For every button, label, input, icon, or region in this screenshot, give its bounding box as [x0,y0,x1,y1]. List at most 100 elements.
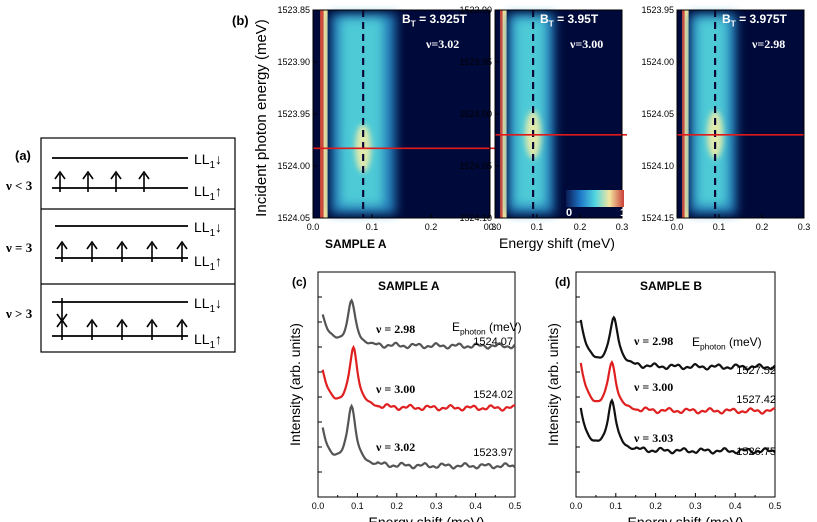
y-tick-label: 1524.00 [277,161,310,171]
colorbar-gradient [566,190,624,207]
filling-factor-label: ν > 3 [5,306,33,321]
spectrum-nu-label: ν = 3.02 [375,440,415,454]
y-tick-label: 1524.10 [459,213,492,223]
y-tick-label: 1523.90 [459,5,492,15]
spectrum-energy-label: 1526.75 [736,446,776,458]
plot-title: SAMPLE A [378,279,440,293]
ephoton-label: Ephoton (meV) [452,320,522,337]
x-tick-label: 0.2 [649,501,662,511]
spectrum-energy-label: 1527.42 [736,394,776,406]
spin-up-arrow [146,240,158,250]
x-axis-label: Energy shift (meV) [369,514,485,522]
intensity-band-core [514,18,546,206]
spin-up-arrow [86,318,98,328]
y-tick-label: 1524.15 [641,213,674,223]
panel-a-label: (a) [15,148,31,163]
panel-c-label: (c) [292,275,307,289]
spin-up-arrow [116,318,128,328]
level-label: LL1↓ [194,295,222,315]
spin-up-arrow [176,240,188,250]
spectrum-energy-label: 1527.52 [736,365,776,377]
x-tick-label: 0.3 [430,501,443,511]
x-tick-label: 0.4 [469,501,482,511]
x-tick-label: 0.3 [616,222,629,232]
y-axis-label: Intensity (arb. units) [287,323,303,446]
intensity-band-core [696,18,728,206]
spin-up-arrow [110,170,122,180]
intensity-band-core [339,18,384,206]
y-tick-label: 1523.95 [277,109,310,119]
x-tick-label: 0.3 [484,222,497,232]
panel-b-label: (b) [232,13,249,28]
panel-d-plot: 0.0 0.1 0.2 0.3 0.4 0.5 Energy shift (meV) Inte… [545,271,782,522]
ephoton-label: Ephoton (meV) [692,335,762,352]
y-tick-label: 1523.95 [459,57,492,67]
spectrum-line [321,344,516,412]
level-label: LL1↑ [194,253,222,273]
spectrum-line [321,298,516,350]
spin-up-arrow [86,240,98,250]
field-label: BT = 3.95T [540,12,599,29]
y-tick-label: 1524.00 [459,109,492,119]
colorbar-min: 0 [566,207,572,219]
spin-up-arrow [116,240,128,250]
panel-c-plot: 0.0 0.1 0.2 0.3 0.4 0.5 Energy shift (meV) Inte… [287,271,522,522]
field-label: BT = 3.975T [722,12,788,29]
x-tick-label: 0.1 [351,501,364,511]
x-tick-label: 0.2 [574,222,587,232]
laser-edge-glow [502,10,507,218]
x-tick-label: 0.0 [312,501,325,511]
spin-down-arrow [56,313,68,323]
spectrum-energy-label: 1524.02 [473,389,513,401]
filling-factor-label: ν < 3 [5,178,33,193]
colorbar-max: 1 [620,207,626,219]
spectrum-line [579,398,776,455]
heatmap-panel: BT = 3.925T ν=3.02 1523.85 1523.90 1523.95 15… [277,5,496,232]
spectrum-line [579,360,776,415]
spin-up-arrow [82,170,94,180]
filling-factor-label: ν=3.02 [425,37,459,51]
spin-up-arrow [176,318,188,328]
laser-edge-glow [684,10,689,218]
y-axis-label: Intensity (arb. units) [545,323,561,446]
landau-level-diagrams: ν < 3 LL1↓ LL1↑ ν = 3 LL1↓ LL1↑ ν > 3 LL1↓ LL1↑ [5,151,222,351]
y-tick-label: 1524.05 [277,213,310,223]
x-tick-label: 0.0 [307,222,320,232]
laser-edge [682,10,687,218]
level-label: LL1↓ [194,219,222,239]
spectrum-nu-label: ν = 2.98 [633,334,673,348]
x-tick-label: 0.2 [425,222,438,232]
spectrum-nu-label: ν = 3.03 [633,431,673,445]
level-label: LL1↑ [194,331,222,351]
level-label: LL1↑ [194,183,222,203]
spectrum-energy-label: 1523.97 [473,447,513,459]
x-tick-label: 0.1 [531,222,544,232]
x-tick-label: 0.0 [570,501,583,511]
x-tick-label: 0.1 [713,222,726,232]
spectrum-nu-label: ν = 2.98 [375,322,415,336]
y-tick-label: 1524.10 [641,161,674,171]
x-tick-label: 0.5 [769,501,782,511]
x-tick-label: 0.0 [489,222,502,232]
laser-edge [320,10,325,218]
x-tick-label: 0.2 [756,222,769,232]
y-tick-label: 1523.95 [641,5,674,15]
spectrum-nu-label: ν = 3.00 [375,382,415,396]
spin-up-arrow [56,240,68,250]
panel-b-sample-label: SAMPLE A [325,237,387,251]
y-tick-label: 1523.90 [277,57,310,67]
x-tick-label: 0.0 [671,222,684,232]
laser-edge [500,10,505,218]
spin-up-arrow [138,170,150,180]
y-tick-label: 1523.85 [277,5,310,15]
x-tick-label: 0.3 [689,501,702,511]
plot-title: SAMPLE B [640,279,702,293]
level-label: LL1↓ [194,151,222,171]
laser-edge-glow [323,10,328,218]
spin-up-arrow [146,318,158,328]
panel-d-label: (d) [555,275,570,289]
colorbar: 0 1 [566,190,626,219]
x-axis-label: Energy shift (meV) [628,514,744,522]
x-tick-label: 0.1 [366,222,379,232]
